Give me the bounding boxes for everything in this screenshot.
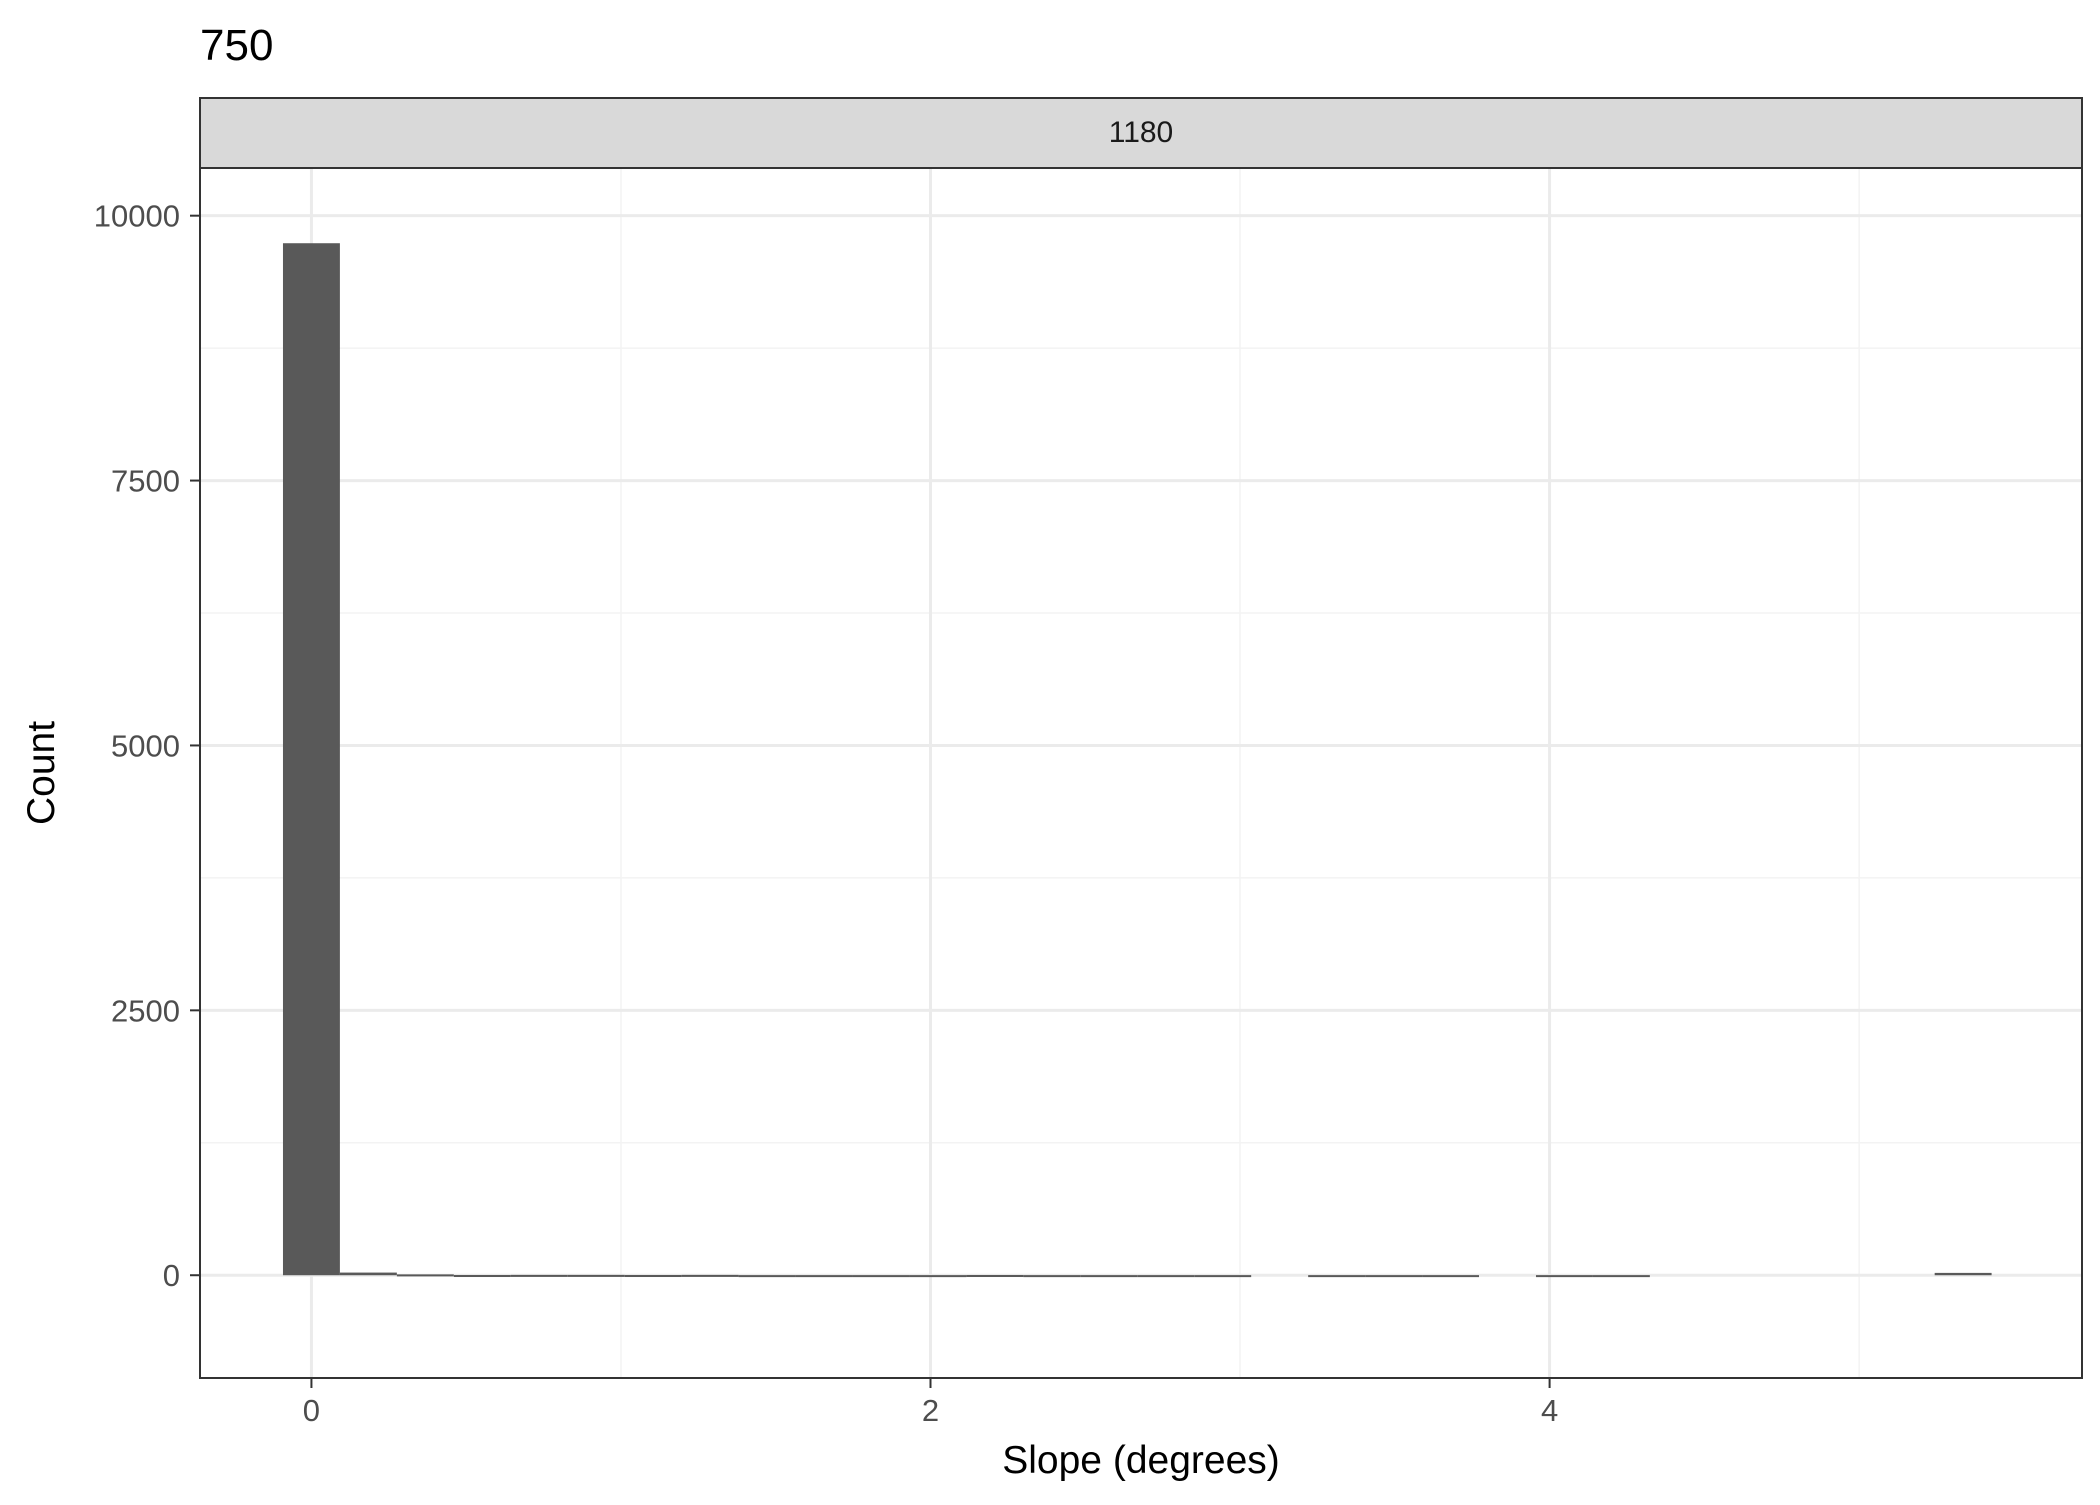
histogram-bar xyxy=(282,243,340,1276)
histogram-bar xyxy=(1422,1275,1480,1278)
histogram-bar xyxy=(852,1275,910,1278)
grid xyxy=(200,168,2082,1378)
histogram-bar xyxy=(909,1275,967,1278)
histogram-bar xyxy=(1308,1275,1366,1278)
y-axis-title: Count xyxy=(20,721,63,825)
histogram-bar xyxy=(567,1274,625,1277)
histogram-bar xyxy=(1535,1275,1593,1278)
x-tick-label: 2 xyxy=(922,1393,939,1428)
y-tick-label: 0 xyxy=(163,1258,180,1293)
histogram-bar xyxy=(738,1275,796,1278)
y-tick-label: 7500 xyxy=(111,464,180,499)
y-tick-label: 2500 xyxy=(111,993,180,1028)
x-tick-label: 0 xyxy=(303,1393,320,1428)
histogram-bar xyxy=(1137,1275,1195,1278)
histogram-bar xyxy=(624,1275,682,1278)
histogram-bar xyxy=(795,1275,853,1278)
histogram-bar xyxy=(681,1274,739,1277)
histogram-bar xyxy=(510,1274,568,1277)
facet-strip-label: 1180 xyxy=(1109,116,1174,149)
histogram-bar xyxy=(1080,1275,1138,1278)
histogram-bar xyxy=(339,1272,397,1276)
histogram-bar xyxy=(1194,1275,1252,1278)
x-tick-label: 4 xyxy=(1541,1393,1558,1428)
y-tick-label: 10000 xyxy=(94,199,180,234)
histogram-bar xyxy=(1023,1275,1081,1278)
histogram-bar xyxy=(453,1275,511,1278)
axes: 0 2500 5000 7500 10000 0 2 4 xyxy=(94,199,1558,1428)
bars xyxy=(282,243,1992,1278)
histogram-bar xyxy=(1365,1275,1423,1278)
histogram-bar xyxy=(1934,1272,1992,1276)
chart-title: 750 xyxy=(200,21,273,70)
facet-strip xyxy=(199,97,2083,169)
histogram-bar xyxy=(966,1275,1024,1278)
panel-border xyxy=(199,167,2083,1379)
x-axis-title: Slope (degrees) xyxy=(1002,1439,1280,1482)
histogram-bar xyxy=(1592,1275,1650,1278)
histogram-bar xyxy=(396,1274,454,1277)
y-tick-label: 5000 xyxy=(111,728,180,763)
